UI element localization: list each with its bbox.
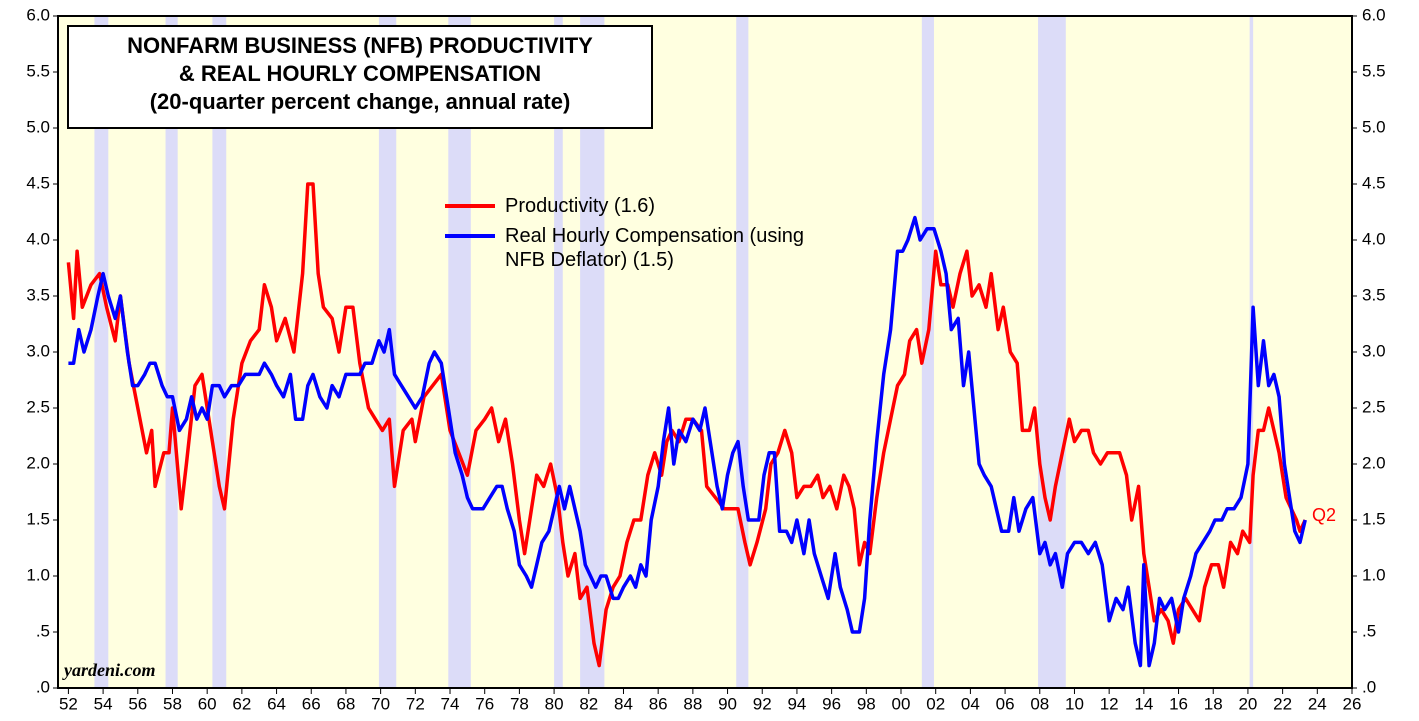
x-tick-label: 52 xyxy=(59,694,78,713)
chart-title: NONFARM BUSINESS (NFB) PRODUCTIVITY xyxy=(127,33,593,58)
y-tick-label: 2.0 xyxy=(26,453,50,472)
series-line xyxy=(68,215,1307,668)
x-tick-label: 56 xyxy=(128,694,147,713)
y-tick-label: 5.5 xyxy=(26,61,50,80)
x-tick-label: 90 xyxy=(718,694,737,713)
y-tick-label: 4.0 xyxy=(26,229,50,248)
x-tick-label: 14 xyxy=(1134,694,1153,713)
plot-frame xyxy=(57,15,1353,689)
chart-title: & REAL HOURLY COMPENSATION xyxy=(179,61,541,86)
x-tick-label: 78 xyxy=(510,694,529,713)
y-tick-label: 5.0 xyxy=(26,117,50,136)
y-tick-label-right: 6.0 xyxy=(1362,5,1386,24)
x-tick-label: 82 xyxy=(579,694,598,713)
legend-swatch xyxy=(445,204,495,208)
source-note: yardeni.com xyxy=(62,660,156,680)
x-tick-label: 12 xyxy=(1100,694,1119,713)
x-tick-label: 72 xyxy=(406,694,425,713)
series-line xyxy=(66,182,1307,668)
recession-band xyxy=(921,16,934,688)
x-tick-label: 98 xyxy=(857,694,876,713)
x-tick-label: 54 xyxy=(94,694,113,713)
y-tick-label: 3.5 xyxy=(26,285,50,304)
recession-band xyxy=(212,16,227,688)
recession-band xyxy=(554,16,563,688)
y-tick-label: 3.0 xyxy=(26,341,50,360)
x-tick-label: 64 xyxy=(267,694,286,713)
recession-band xyxy=(165,16,178,688)
recession-band xyxy=(736,16,749,688)
last-label: Q2 xyxy=(1312,505,1336,525)
x-tick-label: 92 xyxy=(753,694,772,713)
x-tick-label: 04 xyxy=(961,694,980,713)
x-tick-label: 00 xyxy=(892,694,911,713)
x-tick-label: 18 xyxy=(1204,694,1223,713)
recession-band xyxy=(94,16,109,688)
chart-title: (20-quarter percent change, annual rate) xyxy=(150,89,571,114)
recession-band xyxy=(378,16,397,688)
x-tick-label: 02 xyxy=(926,694,945,713)
y-tick-label: .5 xyxy=(36,621,50,640)
x-tick-label: 62 xyxy=(232,694,251,713)
y-tick-label: .0 xyxy=(36,677,50,696)
x-tick-label: 06 xyxy=(996,694,1015,713)
x-tick-label: 08 xyxy=(1030,694,1049,713)
y-tick-label: 2.5 xyxy=(26,397,50,416)
y-tick-label-right: 5.5 xyxy=(1362,61,1386,80)
y-tick-label: 1.0 xyxy=(26,565,50,584)
x-tick-label: 94 xyxy=(787,694,806,713)
x-tick-label: 20 xyxy=(1238,694,1257,713)
x-tick-label: 26 xyxy=(1343,694,1362,713)
x-tick-label: 66 xyxy=(302,694,321,713)
legend-swatch xyxy=(445,234,495,238)
y-tick-label: 6.0 xyxy=(26,5,50,24)
y-tick-label-right: 2.5 xyxy=(1362,397,1386,416)
x-tick-label: 80 xyxy=(545,694,564,713)
y-tick-label-right: 2.0 xyxy=(1362,453,1386,472)
x-tick-label: 22 xyxy=(1273,694,1292,713)
legend-label: Real Hourly Compensation (using NFB Defl… xyxy=(505,225,805,271)
y-tick-label-right: 4.5 xyxy=(1362,173,1386,192)
x-tick-label: 74 xyxy=(441,694,460,713)
recession-band xyxy=(448,16,471,688)
x-tick-label: 24 xyxy=(1308,694,1327,713)
x-tick-label: 16 xyxy=(1169,694,1188,713)
y-tick-label: 4.5 xyxy=(26,173,50,192)
x-tick-label: 96 xyxy=(822,694,841,713)
y-tick-label-right: 5.0 xyxy=(1362,117,1386,136)
legend: Productivity (1.6) Real Hourly Compensati… xyxy=(445,194,805,278)
x-tick-label: 68 xyxy=(336,694,355,713)
y-tick-label-right: 4.0 xyxy=(1362,229,1386,248)
y-tick-label-right: .5 xyxy=(1362,621,1376,640)
title-box xyxy=(67,25,653,129)
x-tick-label: 60 xyxy=(198,694,217,713)
legend-label: Productivity (1.6) xyxy=(505,195,656,217)
y-tick-label: 1.5 xyxy=(26,509,50,528)
x-tick-label: 86 xyxy=(649,694,668,713)
y-tick-label-right: 3.5 xyxy=(1362,285,1386,304)
y-tick-label-right: 3.0 xyxy=(1362,341,1386,360)
legend-item: Real Hourly Compensation (using NFB Defl… xyxy=(445,224,805,272)
y-tick-label-right: 1.5 xyxy=(1362,509,1386,528)
legend-item: Productivity (1.6) xyxy=(445,194,805,218)
x-tick-label: 88 xyxy=(683,694,702,713)
y-tick-label-right: .0 xyxy=(1362,677,1376,696)
x-tick-label: 84 xyxy=(614,694,633,713)
x-tick-label: 70 xyxy=(371,694,390,713)
x-tick-label: 10 xyxy=(1065,694,1084,713)
x-tick-label: 58 xyxy=(163,694,182,713)
x-tick-label: 76 xyxy=(475,694,494,713)
y-tick-label-right: 1.0 xyxy=(1362,565,1386,584)
